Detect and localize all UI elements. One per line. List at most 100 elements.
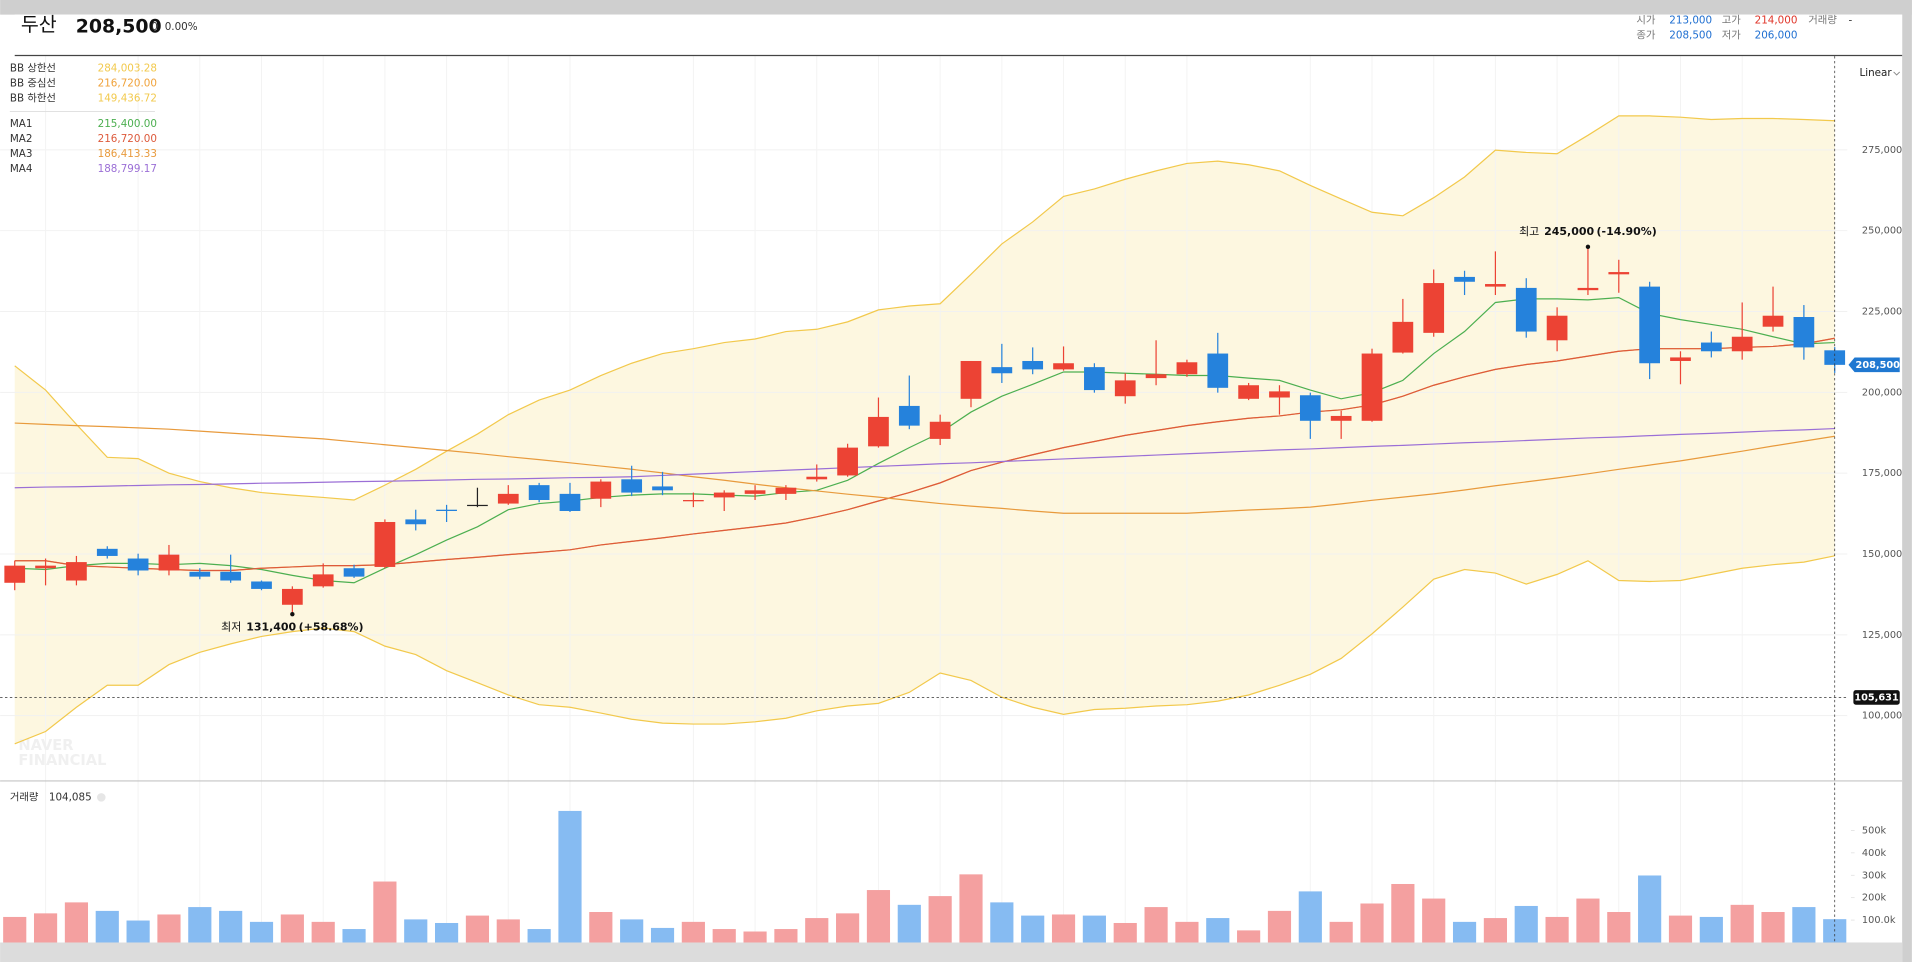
indicator-line [14, 555, 1835, 745]
scale-toggle[interactable]: Linear [1859, 67, 1901, 79]
candle-body [837, 447, 858, 476]
volume-close-icon[interactable] [97, 793, 106, 802]
crosshair-price-label: 105,631 [1854, 692, 1899, 703]
info-value: - [1849, 15, 1853, 27]
volume-bar [404, 919, 428, 943]
candle-body [436, 509, 457, 512]
y-tick-label: 250,000 [1862, 226, 1902, 237]
candle-body [1084, 367, 1105, 391]
stock-name: 두산 [21, 13, 57, 36]
volume-bar [219, 910, 243, 943]
candle-body [683, 500, 704, 502]
annotation-change: (+58.68%) [299, 621, 364, 634]
annotation-value: 131,400 [246, 621, 296, 634]
volume-bar [1051, 914, 1076, 943]
annotation-dot [290, 611, 295, 617]
legend-name: BB 중심선 [10, 77, 56, 89]
volume-bar [1452, 921, 1477, 943]
frame-top [0, 0, 1912, 15]
info-value: 206,000 [1755, 29, 1798, 41]
y-tick-label: 175,000 [1862, 468, 1902, 479]
candle-body [991, 367, 1013, 374]
candle-body [898, 405, 920, 426]
volume-bar [1761, 912, 1785, 943]
volume-bar [157, 914, 181, 943]
volume-tick-label: 300k [1862, 870, 1887, 881]
volume-bar [342, 929, 366, 943]
candle-body [1114, 380, 1136, 397]
volume-tick-label: 500k [1862, 825, 1887, 836]
volume-bar [1607, 912, 1631, 943]
y-tick-label: 125,000 [1862, 630, 1902, 641]
candle-body [1762, 315, 1784, 327]
candle-body [312, 574, 334, 587]
legend-value: 284,003.28 [98, 62, 157, 74]
volume-bar [311, 921, 335, 943]
volume-bar [1206, 918, 1230, 943]
candle-body [374, 521, 396, 567]
candle-body [1299, 395, 1321, 421]
candle-body [590, 481, 612, 499]
volume-bar [1638, 875, 1662, 943]
volume-bar [589, 912, 613, 943]
legend-name: MA3 [10, 148, 33, 160]
volume-tick-label: 200k [1862, 893, 1887, 904]
info-label: 고가 [1722, 15, 1742, 27]
volume-bar [774, 929, 798, 943]
watermark: NAVER [18, 737, 73, 754]
volume-bar [64, 902, 89, 943]
info-value: 208,500 [1669, 29, 1712, 41]
candle-body [4, 565, 26, 583]
y-tick-label: 225,000 [1862, 307, 1902, 318]
volume-bar [95, 910, 119, 943]
volume-bar [866, 890, 891, 943]
candle-body [158, 554, 180, 571]
volume-bar [1298, 891, 1322, 943]
volume-bar [620, 919, 644, 943]
info-value: 213,000 [1669, 15, 1712, 27]
annotation: 최저 131,400 (+58.68%) [221, 621, 363, 634]
legend-value: 186,413.33 [98, 148, 157, 160]
last-price-label: 208,500 [1856, 360, 1901, 371]
candle-body [96, 548, 118, 556]
volume-bar [1267, 910, 1292, 943]
candle-body [127, 558, 149, 571]
candle-body [528, 485, 550, 501]
volume-bar [249, 921, 274, 943]
candle-body [806, 476, 828, 480]
legend-name: BB 하한선 [10, 91, 56, 104]
x-axis-strip [0, 942, 1903, 962]
y-tick-label: 100,000 [1862, 711, 1902, 722]
info-label: 시가 [1636, 15, 1656, 27]
legend-value: 188,799.17 [98, 163, 157, 175]
candle-body [1423, 283, 1445, 333]
candle-body [35, 565, 56, 569]
legend-name: MA2 [10, 133, 33, 145]
candle-body [343, 568, 365, 577]
scale-toggle-chevron[interactable] [1893, 71, 1901, 76]
volume-tick-label: 400k [1862, 848, 1887, 859]
volume-bar [1175, 921, 1199, 943]
volume-bar [1422, 898, 1446, 943]
candle-body [713, 492, 735, 498]
candle-body [1207, 353, 1229, 388]
volume-bar [280, 914, 304, 943]
info-value: 214,000 [1755, 15, 1798, 27]
volume-bar [3, 916, 27, 943]
volume-bar [465, 915, 490, 943]
volume-bar [681, 921, 705, 943]
crosshair-price-box [1853, 690, 1900, 705]
volume-bar [1514, 905, 1538, 943]
volume-bar [496, 919, 520, 943]
scale-toggle-label[interactable]: Linear [1859, 67, 1892, 79]
last-price-tag [1848, 357, 1900, 373]
candle-body [467, 504, 488, 507]
frame-right [1902, 0, 1912, 962]
y-tick-label: 275,000 [1862, 145, 1902, 156]
candle-body [281, 588, 303, 605]
volume-current: 104,085 [49, 791, 92, 803]
volume-bar [1329, 921, 1353, 943]
volume-title: 거래량 [10, 791, 39, 803]
